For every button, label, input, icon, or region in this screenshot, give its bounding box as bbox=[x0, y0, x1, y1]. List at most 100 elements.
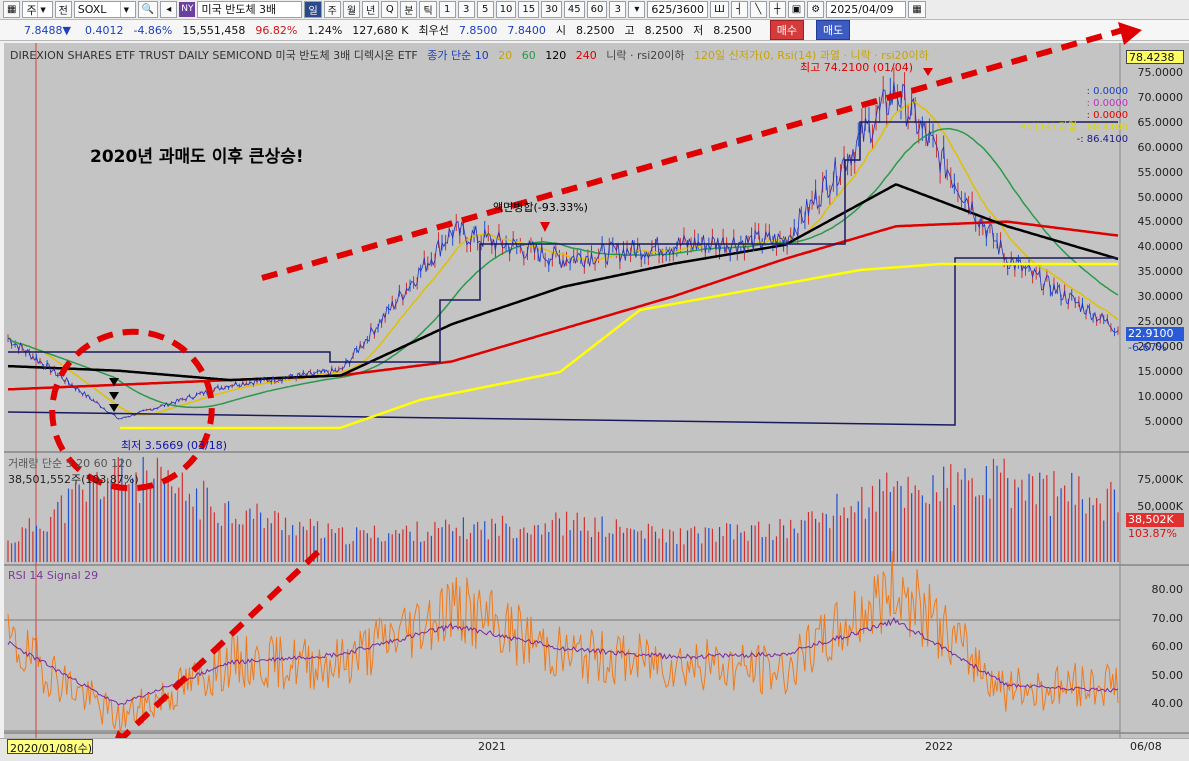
period-minute-button[interactable]: 분 bbox=[400, 1, 418, 18]
interval-button[interactable]: 30 bbox=[541, 1, 562, 18]
volume-axis-label: 75,000K bbox=[1137, 473, 1183, 486]
indicator-value: : 0.0000 bbox=[1086, 86, 1129, 97]
date-input[interactable]: 2025/04/09 bbox=[826, 1, 907, 18]
volume-legend-title: 거래량 단순 5 20 60 120 bbox=[8, 457, 133, 470]
indicator-values: : 0.0000 : 0.0000 : 0.0000 Rsi(14) 과열 : … bbox=[1020, 86, 1128, 146]
period-day-button[interactable]: 일 bbox=[304, 1, 322, 18]
price-current-box: 22.9100 bbox=[1126, 327, 1184, 341]
bar-icon[interactable]: ┤ bbox=[730, 1, 748, 18]
split-marker-icon bbox=[540, 222, 550, 232]
high-label: 고 bbox=[624, 24, 635, 37]
price-axis-label: 20.0000 bbox=[1137, 339, 1184, 353]
indicator-value: : 0.0000 bbox=[1086, 110, 1129, 121]
down-arrow-icon bbox=[109, 392, 119, 400]
rsi-axis-label: 60.00 bbox=[1151, 640, 1184, 653]
price-axis-label: 45.0000 bbox=[1137, 215, 1184, 229]
price-axis-label: 5.0000 bbox=[1144, 414, 1184, 428]
period-year-button[interactable]: 년 bbox=[362, 1, 380, 18]
interval-button[interactable]: 60 bbox=[586, 1, 608, 18]
date-cursor-box: 2020/01/08(수) bbox=[7, 739, 93, 755]
speaker-icon[interactable]: ◂ bbox=[160, 1, 178, 18]
interval-button[interactable]: 5 bbox=[476, 1, 494, 18]
layout-icon[interactable]: ▦ bbox=[3, 1, 21, 18]
save-icon[interactable]: ▣ bbox=[787, 1, 806, 18]
quote-bar: 7.8488 ▼ 0.4012 -4.86% 15,551,458 96.82%… bbox=[0, 20, 1189, 41]
legend-title: DIREXION SHARES ETF TRUST DAILY SEMICOND… bbox=[10, 49, 418, 62]
interval-button[interactable]: 45 bbox=[563, 1, 585, 18]
period-week-button[interactable]: 주 bbox=[323, 1, 341, 18]
all-button[interactable]: 전 bbox=[54, 1, 72, 18]
open-value: 8.2500 bbox=[575, 23, 615, 37]
low-value: 8.2500 bbox=[713, 23, 752, 37]
interval-button[interactable]: 15 bbox=[518, 1, 540, 18]
price-axis-label: 55.0000 bbox=[1137, 165, 1184, 179]
legend-ma-label: 종가 단순 10 bbox=[427, 49, 489, 62]
rate-value: 1.24% bbox=[307, 23, 343, 37]
chart-legend: DIREXION SHARES ETF TRUST DAILY SEMICOND… bbox=[10, 47, 935, 63]
interval-button[interactable]: 1 bbox=[438, 1, 456, 18]
ma240-line bbox=[7, 220, 1119, 391]
candle-icon[interactable]: Ш bbox=[710, 1, 729, 18]
volume-pct: 103.87% bbox=[1128, 527, 1177, 540]
channel-line bbox=[8, 121, 1118, 363]
bid-value: 7.8500 bbox=[458, 23, 498, 37]
period-type-select[interactable]: 주 ▼ bbox=[22, 1, 53, 18]
chevron-down-icon[interactable]: ▾ bbox=[628, 1, 646, 18]
support-line bbox=[7, 257, 1118, 426]
crosshair-icon[interactable]: ┼ bbox=[768, 1, 786, 18]
interval-button[interactable]: 10 bbox=[495, 1, 517, 18]
instrument-name: 미국 반도체 3배 bbox=[197, 1, 303, 18]
volume-legend: 거래량 단순 5 20 60 120 38,501,552주(103.87%) bbox=[8, 455, 139, 487]
indicator-value: Rsi(14) 과열 : 88.4100 bbox=[1020, 122, 1129, 133]
low-label: 저 bbox=[693, 24, 704, 37]
trend-arrow bbox=[261, 25, 1131, 281]
oversold-ellipse bbox=[49, 328, 215, 492]
price-axis-label: 35.0000 bbox=[1137, 265, 1184, 279]
interval-button[interactable]: 3 bbox=[457, 1, 475, 18]
price-axis[interactable] bbox=[1124, 43, 1189, 738]
interval-button[interactable]: 3 bbox=[609, 1, 627, 18]
toolbar: ▦ 주 ▼ 전 SOXL ▼ 🔍 ◂ NY 미국 반도체 3배 일 주 월 년 Q … bbox=[0, 0, 1189, 20]
line-tool-icon[interactable]: ╲ bbox=[749, 1, 767, 18]
sell-button[interactable]: 매도 bbox=[815, 20, 851, 40]
period-tick-button[interactable]: 틱 bbox=[419, 1, 437, 18]
price-axis-label: 65.0000 bbox=[1137, 115, 1184, 129]
close-line bbox=[7, 81, 1119, 420]
ask-value: 7.8400 bbox=[507, 23, 546, 37]
price-axis-label: 70.0000 bbox=[1137, 90, 1184, 104]
high-marker-icon bbox=[923, 68, 933, 76]
symbol-label: SOXL bbox=[77, 3, 107, 16]
rsi-axis-label: 50.00 bbox=[1151, 668, 1184, 682]
chevron-down-icon: ▼ bbox=[119, 2, 132, 17]
price-axis-label: 15.0000 bbox=[1137, 364, 1184, 378]
strength-value: 96.82% bbox=[255, 23, 298, 37]
calendar-icon[interactable]: ▦ bbox=[908, 1, 926, 18]
buy-button[interactable]: 매수 bbox=[769, 20, 804, 40]
price-axis-label: 75.0000 bbox=[1137, 66, 1184, 79]
chevron-down-icon: ▼ bbox=[36, 2, 49, 17]
bid-label: 최우선 bbox=[418, 24, 449, 37]
volume-axis-label: 50,000K bbox=[1137, 500, 1183, 513]
time-axis[interactable] bbox=[0, 738, 1189, 761]
period-month-button[interactable]: 월 bbox=[342, 1, 361, 18]
ma20-line bbox=[7, 101, 1119, 416]
period-type-label: 주 bbox=[26, 3, 37, 17]
annotation-text: 2020년 과매도 이후 큰상승! bbox=[90, 147, 304, 167]
rsi-axis-label: 40.00 bbox=[1151, 697, 1184, 710]
symbol-input[interactable]: SOXL ▼ bbox=[73, 1, 136, 18]
high-label: 최고 74.2100 (01/04) bbox=[800, 61, 914, 74]
indicator-value: : 0.0000 bbox=[1086, 98, 1129, 109]
signal-line bbox=[7, 616, 1119, 706]
search-icon[interactable]: 🔍 bbox=[137, 1, 159, 18]
x-tick-2021: 2021 bbox=[478, 740, 506, 753]
open-label: 시 bbox=[555, 24, 566, 37]
legend-extra: 니락 · rsi20이하 bbox=[606, 49, 685, 62]
legend-ma-240: 240 bbox=[575, 49, 597, 62]
rsi-arrow bbox=[117, 549, 321, 743]
volume-legend-value: 38,501,552주(103.87%) bbox=[8, 473, 139, 486]
price-top-box: 78.4238 bbox=[1126, 50, 1184, 64]
ma120-line bbox=[7, 183, 1119, 382]
period-quarter-button[interactable]: Q bbox=[381, 1, 399, 18]
down-arrow-icon: ▼ bbox=[62, 23, 71, 37]
gear-icon[interactable]: ⚙ bbox=[807, 1, 825, 18]
